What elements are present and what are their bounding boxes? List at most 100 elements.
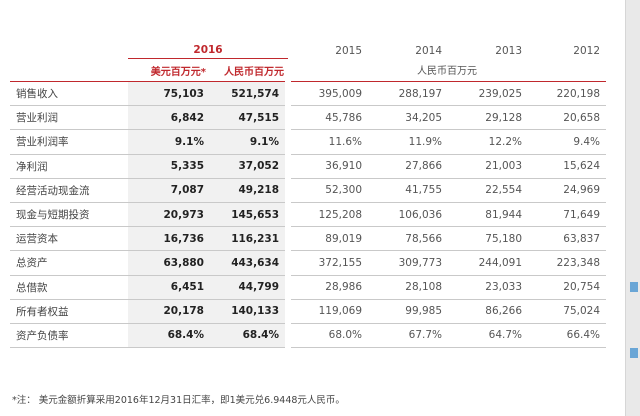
table-row: 总借款 6,451 44,799 28,986 28,108 23,033 20,754 [10, 275, 607, 300]
value-2016-cny: 145,653 [210, 202, 292, 228]
value-2014: 41,755 [368, 178, 449, 203]
value-2015: 68.0% [288, 323, 369, 349]
value-2016-cny: 68.4% [210, 323, 292, 349]
value-2016-cny: 9.1% [210, 129, 292, 155]
page-top-blank [0, 0, 626, 28]
footnote: *注： 美元金额折算采用2016年12月31日汇率，即1美元兑6.9448元人民… [12, 395, 345, 406]
row-label: 运营资本 [10, 226, 128, 252]
value-2016-cny: 140,133 [210, 299, 292, 324]
value-2013: 239,025 [448, 80, 529, 107]
value-2014: 34,205 [368, 105, 449, 131]
table-row: 净利润 5,335 37,052 36,910 27,866 21,003 15,624 [10, 154, 607, 179]
value-2016-usd: 75,103 [128, 80, 210, 107]
value-2014: 288,197 [368, 80, 449, 107]
row-label: 所有者权益 [10, 299, 128, 324]
year-2015-header: 2015 [335, 44, 363, 57]
value-2014: 27,866 [368, 154, 449, 179]
value-2014: 11.9% [368, 129, 449, 155]
value-2014: 78,566 [368, 226, 449, 252]
value-2012: 20,754 [528, 275, 607, 300]
value-2013: 29,128 [448, 105, 529, 131]
row-label: 销售收入 [10, 80, 128, 107]
value-2013: 23,033 [448, 275, 529, 300]
table-row: 营业利润率 9.1% 9.1% 11.6% 11.9% 12.2% 9.4% [10, 129, 607, 155]
value-2014: 28,108 [368, 275, 449, 300]
table-row: 经营活动现金流 7,087 49,218 52,300 41,755 22,554 24,9… [10, 178, 607, 203]
value-2012: 63,837 [528, 226, 607, 252]
table-row: 营业利润 6,842 47,515 45,786 34,205 29,128 20,658 [10, 105, 607, 131]
unit-usd-header: 美元百万元* [150, 66, 206, 78]
value-2012: 66.4% [528, 323, 607, 349]
value-2014: 309,773 [368, 250, 449, 276]
value-2016-cny: 443,634 [210, 250, 292, 276]
value-2015: 28,986 [288, 275, 369, 300]
unit-history-header: 人民币百万元 [288, 58, 607, 82]
value-2016-usd: 5,335 [128, 154, 210, 179]
unit-cny-header: 人民币百万元 [224, 66, 285, 78]
value-2012: 223,348 [528, 250, 607, 276]
value-2016-usd: 20,178 [128, 299, 210, 324]
value-2012: 220,198 [528, 80, 607, 107]
value-2013: 22,554 [448, 178, 529, 203]
year-2012-header: 2012 [573, 44, 601, 57]
row-label: 资产负债率 [10, 323, 128, 349]
value-2016-cny: 49,218 [210, 178, 292, 203]
value-2015: 52,300 [288, 178, 369, 203]
financial-summary-table: 2016 2015 2014 2013 2012 美元百万元* 人民币百万元 人… [10, 34, 607, 349]
value-2012: 20,658 [528, 105, 607, 131]
row-label: 营业利润率 [10, 129, 128, 155]
value-2013: 64.7% [448, 323, 529, 349]
edge-marker [630, 282, 638, 292]
header-spacer [10, 34, 128, 59]
value-2016-usd: 68.4% [128, 323, 210, 349]
value-2016-usd: 9.1% [128, 129, 210, 155]
value-2013: 21,003 [448, 154, 529, 179]
value-2012: 9.4% [528, 129, 607, 155]
value-2012: 15,624 [528, 154, 607, 179]
value-2014: 99,985 [368, 299, 449, 324]
year-2014-header: 2014 [415, 44, 443, 57]
value-2016-cny: 47,515 [210, 105, 292, 131]
table-row: 所有者权益 20,178 140,133 119,069 99,985 86,266 75,… [10, 299, 607, 324]
row-label: 现金与短期投资 [10, 202, 128, 228]
table-row: 销售收入 75,103 521,574 395,009 288,197 239,025 22… [10, 80, 607, 107]
row-label: 总借款 [10, 275, 128, 300]
year-header-row: 2016 2015 2014 2013 2012 [10, 34, 606, 59]
table-row: 运营资本 16,736 116,231 89,019 78,566 75,180 63,83… [10, 226, 607, 252]
value-2016-usd: 7,087 [128, 178, 210, 203]
year-2013-header: 2013 [495, 44, 523, 57]
value-2012: 71,649 [528, 202, 607, 228]
value-2012: 75,024 [528, 299, 607, 324]
value-2012: 24,969 [528, 178, 607, 203]
value-2014: 106,036 [368, 202, 449, 228]
value-2015: 36,910 [288, 154, 369, 179]
value-2013: 75,180 [448, 226, 529, 252]
value-2016-cny: 116,231 [210, 226, 292, 252]
row-label: 营业利润 [10, 105, 128, 131]
value-2016-usd: 63,880 [128, 250, 210, 276]
unit-header-row: 美元百万元* 人民币百万元 人民币百万元 [10, 58, 607, 82]
value-2013: 12.2% [448, 129, 529, 155]
table-row: 总资产 63,880 443,634 372,155 309,773 244,091 223… [10, 250, 607, 276]
year-2016-header: 2016 [128, 34, 289, 59]
table-row: 现金与短期投资 20,973 145,653 125,208 106,036 81,944… [10, 202, 607, 228]
row-label: 总资产 [10, 250, 128, 276]
value-2015: 119,069 [288, 299, 369, 324]
value-2015: 89,019 [288, 226, 369, 252]
row-label: 经营活动现金流 [10, 178, 128, 203]
value-2013: 86,266 [448, 299, 529, 324]
row-label: 净利润 [10, 154, 128, 179]
value-2016-usd: 16,736 [128, 226, 210, 252]
value-2016-cny: 44,799 [210, 275, 292, 300]
value-2016-usd: 6,451 [128, 275, 210, 300]
value-2016-cny: 521,574 [210, 80, 292, 107]
value-2016-cny: 37,052 [210, 154, 292, 179]
value-2015: 11.6% [288, 129, 369, 155]
value-2015: 45,786 [288, 105, 369, 131]
value-2016-usd: 6,842 [128, 105, 210, 131]
value-2013: 81,944 [448, 202, 529, 228]
value-2016-usd: 20,973 [128, 202, 210, 228]
table-row: 资产负债率 68.4% 68.4% 68.0% 67.7% 64.7% 66.4% [10, 323, 607, 349]
value-2015: 125,208 [288, 202, 369, 228]
window-edge [625, 0, 640, 416]
